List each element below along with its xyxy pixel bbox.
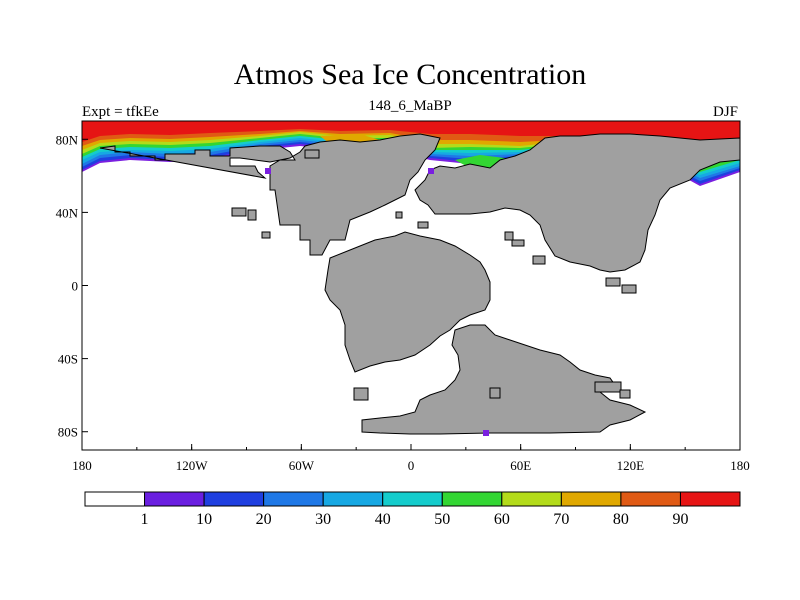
x-tick-label: 60W: [289, 458, 315, 473]
x-tick-label: 180: [730, 458, 750, 473]
colorbar-box: [501, 491, 562, 507]
colorbar-label: 30: [315, 511, 331, 528]
map-title: Atmos Sea Ice Concentration: [233, 58, 587, 91]
x-tick-label: 120W: [176, 458, 209, 473]
island: [231, 207, 247, 217]
y-axis: 80N 40N 0 40S 80S: [56, 132, 88, 440]
island: [304, 149, 320, 159]
map-area: [82, 121, 740, 436]
landmass-gondwana-west: [324, 231, 491, 373]
landmass-eurasia: [414, 133, 740, 273]
colorbar-label: 60: [494, 511, 510, 528]
period-label: 148_6_MaBP: [368, 98, 452, 114]
colorbar-label: 80: [613, 511, 629, 528]
colorbar-box: [441, 491, 503, 507]
x-tick-label: 120E: [617, 458, 645, 473]
island: [417, 221, 429, 229]
colorbar-label: 10: [196, 511, 212, 528]
colorbar-label: 50: [434, 511, 450, 528]
x-tick-label: 0: [408, 458, 415, 473]
colorbar-label: 70: [553, 511, 569, 528]
colorbar-box: [322, 491, 384, 507]
x-tick-label: 180: [72, 458, 92, 473]
landmass-north-america: [99, 133, 441, 256]
island: [532, 255, 546, 265]
land-masses: [99, 133, 740, 435]
y-tick-label: 0: [72, 279, 79, 294]
island: [504, 231, 514, 241]
island: [621, 284, 637, 294]
y-tick-label: 80S: [58, 425, 78, 440]
ice-pixel: [483, 430, 489, 436]
ice-pixel: [265, 168, 271, 174]
y-tick-label: 40N: [56, 205, 79, 220]
colorbar-label: 1: [141, 511, 149, 528]
island: [605, 277, 621, 287]
experiment-label: Expt = tfkEe: [82, 104, 159, 120]
colorbar-box: [84, 491, 146, 507]
colorbar-label: 90: [672, 511, 688, 528]
colorbar-box: [203, 491, 265, 507]
colorbar: 1 10 20 30 40 50 60 70 80 90: [84, 491, 741, 528]
colorbar-label: 20: [256, 511, 272, 528]
colorbar-box: [679, 491, 741, 507]
colorbar-box: [560, 491, 622, 507]
colorbar-label: 40: [375, 511, 391, 528]
season-label: DJF: [713, 104, 739, 120]
y-tick-label: 40S: [58, 352, 78, 367]
ice-band-90: [82, 121, 740, 156]
x-tick-label: 60E: [510, 458, 531, 473]
colorbar-box: [263, 491, 324, 507]
island: [511, 239, 525, 247]
island: [594, 381, 622, 393]
x-axis: 180 120W 60W 0 60E 120E 180: [72, 444, 750, 473]
colorbar-box: [620, 491, 681, 507]
island: [261, 231, 271, 239]
y-tick-label: 80N: [56, 132, 79, 147]
colorbar-box: [144, 491, 205, 507]
island: [395, 211, 403, 219]
island: [353, 387, 369, 401]
island: [247, 209, 257, 221]
island: [619, 389, 631, 399]
landmass-gondwana-east: [361, 324, 647, 435]
ice-pixel: [428, 168, 434, 174]
island: [489, 387, 501, 399]
colorbar-box: [382, 491, 443, 507]
